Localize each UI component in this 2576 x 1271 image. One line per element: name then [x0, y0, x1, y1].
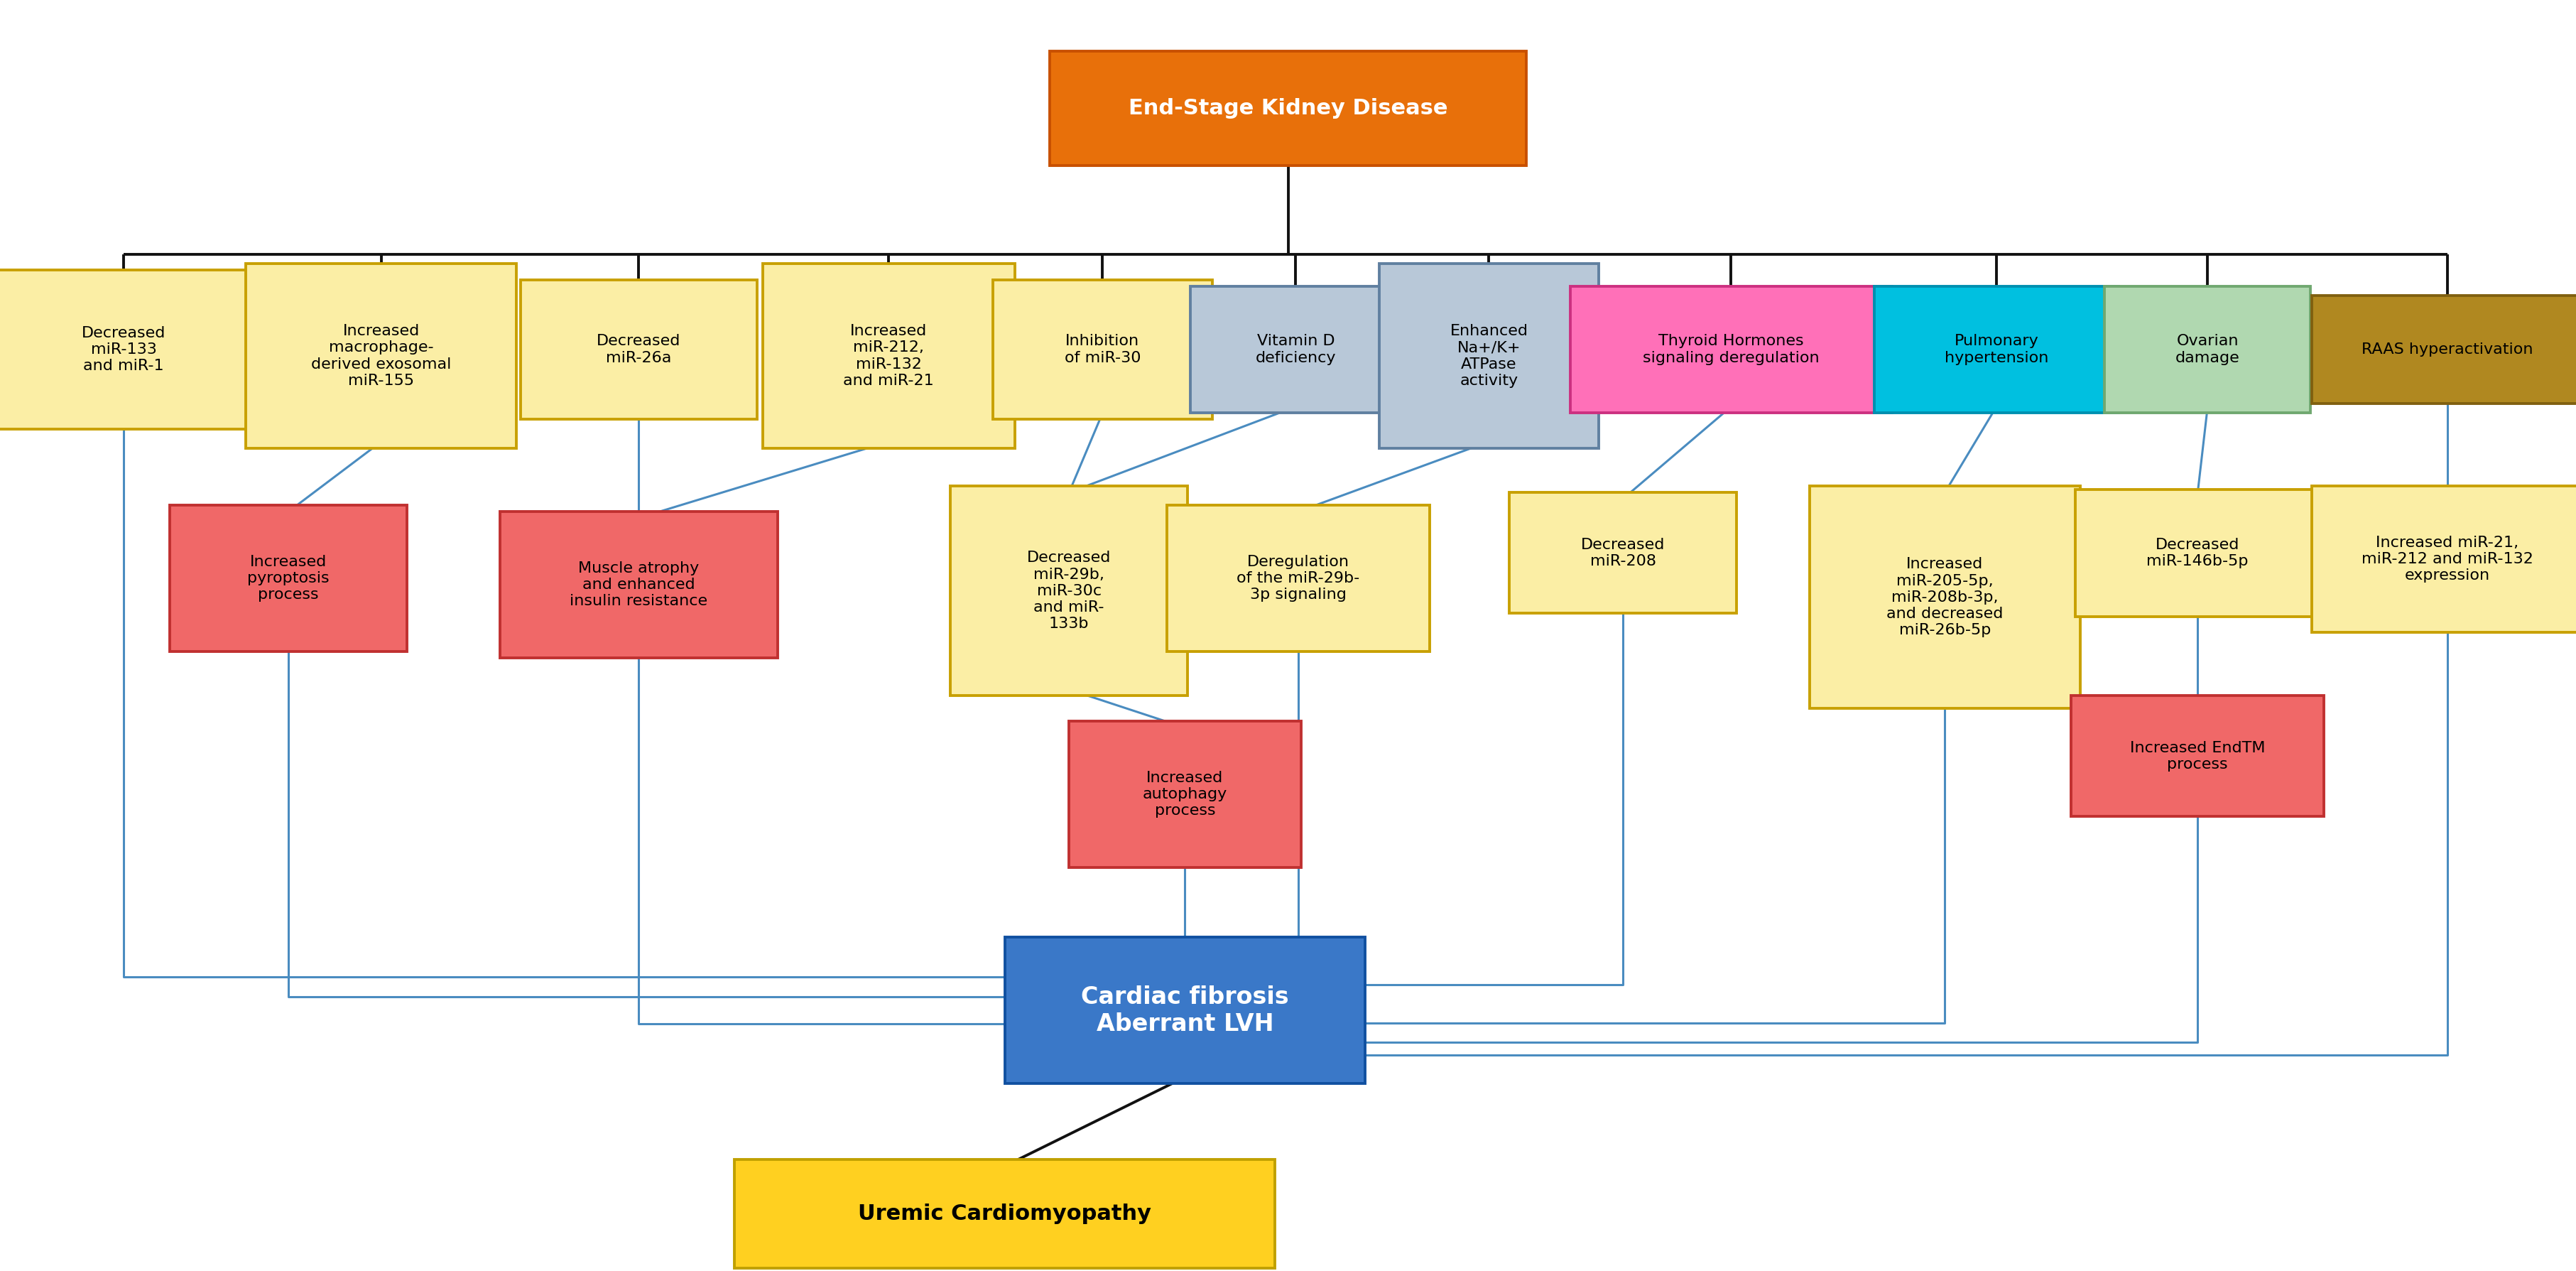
Text: Enhanced
Na+/K+
ATPase
activity: Enhanced Na+/K+ ATPase activity [1450, 324, 1528, 388]
FancyBboxPatch shape [2311, 296, 2576, 403]
Text: Pulmonary
hypertension: Pulmonary hypertension [1945, 334, 2048, 365]
Text: End-Stage Kidney Disease: End-Stage Kidney Disease [1128, 98, 1448, 118]
FancyBboxPatch shape [1571, 286, 1891, 413]
Text: Decreased
miR-29b,
miR-30c
and miR-
133b: Decreased miR-29b, miR-30c and miR- 133b [1028, 550, 1110, 632]
Text: Decreased
miR-208: Decreased miR-208 [1582, 538, 1664, 568]
Text: Increased
macrophage-
derived exosomal
miR-155: Increased macrophage- derived exosomal m… [312, 324, 451, 388]
FancyBboxPatch shape [2071, 697, 2324, 816]
FancyBboxPatch shape [520, 280, 757, 419]
FancyBboxPatch shape [1190, 286, 1401, 413]
FancyBboxPatch shape [2105, 286, 2311, 413]
FancyBboxPatch shape [1069, 722, 1301, 867]
Text: Thyroid Hormones
signaling deregulation: Thyroid Hormones signaling deregulation [1643, 334, 1819, 365]
Text: RAAS hyperactivation: RAAS hyperactivation [2362, 342, 2532, 357]
Text: Increased
pyroptosis
process: Increased pyroptosis process [247, 554, 330, 602]
FancyBboxPatch shape [734, 1159, 1275, 1268]
FancyBboxPatch shape [1005, 938, 1365, 1083]
FancyBboxPatch shape [245, 264, 515, 449]
Text: Uremic Cardiomyopathy: Uremic Cardiomyopathy [858, 1204, 1151, 1224]
Text: Decreased
miR-133
and miR-1: Decreased miR-133 and miR-1 [82, 325, 165, 374]
FancyBboxPatch shape [992, 280, 1211, 419]
FancyBboxPatch shape [1873, 286, 2117, 413]
FancyBboxPatch shape [762, 264, 1015, 449]
FancyBboxPatch shape [1167, 505, 1430, 651]
Text: Increased
autophagy
process: Increased autophagy process [1144, 770, 1226, 819]
Text: Increased
miR-212,
miR-132
and miR-21: Increased miR-212, miR-132 and miR-21 [842, 324, 935, 388]
FancyBboxPatch shape [1048, 51, 1525, 165]
FancyBboxPatch shape [951, 486, 1188, 697]
FancyBboxPatch shape [1510, 493, 1736, 614]
FancyBboxPatch shape [170, 505, 407, 651]
FancyBboxPatch shape [2311, 486, 2576, 632]
FancyBboxPatch shape [1381, 264, 1597, 449]
Text: Increased EndTM
process: Increased EndTM process [2130, 741, 2264, 771]
Text: Increased
miR-205-5p,
miR-208b-3p,
and decreased
miR-26b-5p: Increased miR-205-5p, miR-208b-3p, and d… [1886, 557, 2004, 638]
Text: Decreased
miR-26a: Decreased miR-26a [598, 334, 680, 365]
Text: Decreased
miR-146b-5p: Decreased miR-146b-5p [2146, 538, 2249, 568]
Text: Deregulation
of the miR-29b-
3p signaling: Deregulation of the miR-29b- 3p signalin… [1236, 554, 1360, 602]
Text: Vitamin D
deficiency: Vitamin D deficiency [1255, 334, 1337, 365]
FancyBboxPatch shape [500, 511, 778, 657]
Text: Cardiac fibrosis
Aberrant LVH: Cardiac fibrosis Aberrant LVH [1082, 985, 1288, 1036]
Text: Ovarian
damage: Ovarian damage [2174, 334, 2241, 365]
Text: Muscle atrophy
and enhanced
insulin resistance: Muscle atrophy and enhanced insulin resi… [569, 561, 708, 609]
FancyBboxPatch shape [2074, 489, 2318, 616]
FancyBboxPatch shape [0, 271, 250, 430]
FancyBboxPatch shape [1808, 486, 2079, 708]
Text: Inhibition
of miR-30: Inhibition of miR-30 [1064, 334, 1141, 365]
Text: Increased miR-21,
miR-212 and miR-132
expression: Increased miR-21, miR-212 and miR-132 ex… [2362, 535, 2532, 583]
